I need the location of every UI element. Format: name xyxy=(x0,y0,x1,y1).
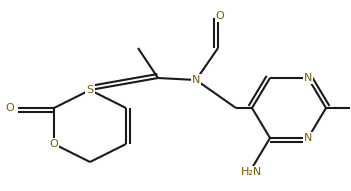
Text: N: N xyxy=(304,133,312,143)
Text: N: N xyxy=(192,75,200,85)
Text: H₂N: H₂N xyxy=(241,167,263,177)
Text: N: N xyxy=(304,73,312,83)
Text: O: O xyxy=(49,139,58,149)
Text: S: S xyxy=(86,85,94,95)
Text: O: O xyxy=(5,103,14,113)
Text: O: O xyxy=(216,11,224,21)
